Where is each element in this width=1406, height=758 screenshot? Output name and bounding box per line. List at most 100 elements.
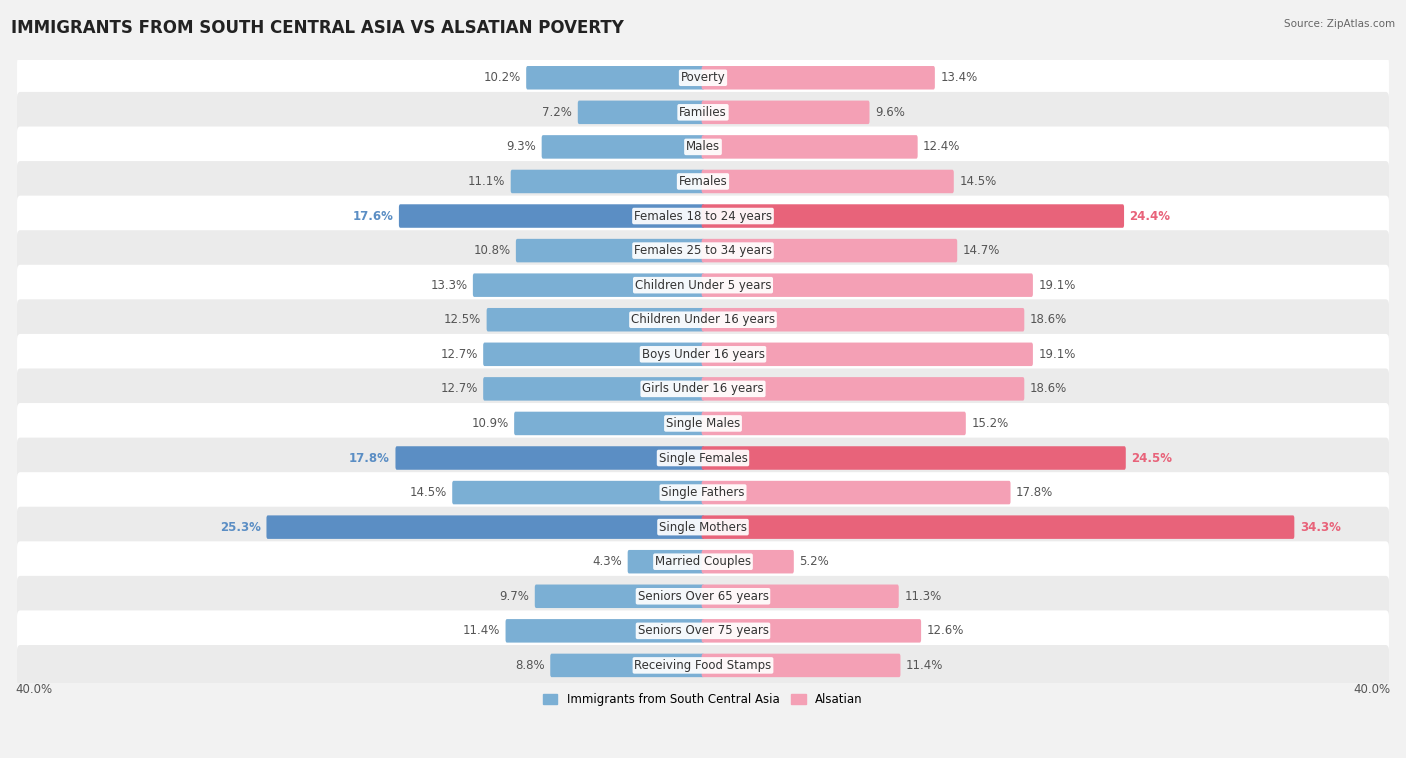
Text: 17.8%: 17.8% [349,452,389,465]
FancyBboxPatch shape [17,610,1389,651]
FancyBboxPatch shape [702,515,1295,539]
Text: 40.0%: 40.0% [15,684,52,697]
FancyBboxPatch shape [515,412,704,435]
FancyBboxPatch shape [17,403,1389,444]
Text: 17.6%: 17.6% [353,209,394,223]
FancyBboxPatch shape [506,619,704,643]
FancyBboxPatch shape [17,127,1389,168]
FancyBboxPatch shape [541,135,704,158]
FancyBboxPatch shape [17,230,1389,271]
FancyBboxPatch shape [534,584,704,608]
FancyBboxPatch shape [484,377,704,401]
FancyBboxPatch shape [453,481,704,504]
Text: 12.4%: 12.4% [924,140,960,153]
FancyBboxPatch shape [17,58,1389,98]
FancyBboxPatch shape [702,170,953,193]
Text: 24.4%: 24.4% [1129,209,1171,223]
Text: Families: Families [679,106,727,119]
FancyBboxPatch shape [395,446,704,470]
Legend: Immigrants from South Central Asia, Alsatian: Immigrants from South Central Asia, Alsa… [538,688,868,711]
FancyBboxPatch shape [17,472,1389,513]
FancyBboxPatch shape [702,550,794,574]
FancyBboxPatch shape [17,161,1389,202]
FancyBboxPatch shape [578,101,704,124]
Text: Females 25 to 34 years: Females 25 to 34 years [634,244,772,257]
Text: 12.5%: 12.5% [444,313,481,326]
Text: 14.7%: 14.7% [963,244,1000,257]
FancyBboxPatch shape [17,541,1389,582]
Text: 18.6%: 18.6% [1029,382,1067,396]
Text: Source: ZipAtlas.com: Source: ZipAtlas.com [1284,19,1395,29]
Text: 11.4%: 11.4% [905,659,943,672]
FancyBboxPatch shape [702,481,1011,504]
FancyBboxPatch shape [17,645,1389,686]
FancyBboxPatch shape [702,239,957,262]
Text: 25.3%: 25.3% [221,521,262,534]
FancyBboxPatch shape [17,265,1389,305]
Text: 24.5%: 24.5% [1132,452,1173,465]
FancyBboxPatch shape [550,653,704,677]
FancyBboxPatch shape [702,101,869,124]
Text: 10.2%: 10.2% [484,71,520,84]
Text: 19.1%: 19.1% [1039,279,1076,292]
Text: 5.2%: 5.2% [800,555,830,568]
Text: 9.7%: 9.7% [499,590,529,603]
Text: Single Females: Single Females [658,452,748,465]
Text: Poverty: Poverty [681,71,725,84]
Text: Females: Females [679,175,727,188]
FancyBboxPatch shape [510,170,704,193]
Text: 34.3%: 34.3% [1299,521,1341,534]
Text: 14.5%: 14.5% [409,486,447,499]
Text: 15.2%: 15.2% [972,417,1008,430]
FancyBboxPatch shape [17,299,1389,340]
FancyBboxPatch shape [17,576,1389,617]
FancyBboxPatch shape [516,239,704,262]
Text: 10.9%: 10.9% [471,417,509,430]
Text: Seniors Over 75 years: Seniors Over 75 years [637,625,769,637]
Text: 8.8%: 8.8% [515,659,544,672]
Text: 4.3%: 4.3% [592,555,623,568]
Text: 40.0%: 40.0% [1354,684,1391,697]
FancyBboxPatch shape [702,377,1025,401]
FancyBboxPatch shape [702,66,935,89]
Text: Children Under 5 years: Children Under 5 years [634,279,772,292]
Text: 12.6%: 12.6% [927,625,965,637]
FancyBboxPatch shape [702,412,966,435]
FancyBboxPatch shape [486,308,704,331]
Text: 11.4%: 11.4% [463,625,501,637]
FancyBboxPatch shape [17,334,1389,374]
FancyBboxPatch shape [267,515,704,539]
Text: 7.2%: 7.2% [543,106,572,119]
FancyBboxPatch shape [702,653,900,677]
FancyBboxPatch shape [702,343,1033,366]
Text: IMMIGRANTS FROM SOUTH CENTRAL ASIA VS ALSATIAN POVERTY: IMMIGRANTS FROM SOUTH CENTRAL ASIA VS AL… [11,19,624,37]
Text: 11.3%: 11.3% [904,590,942,603]
Text: Single Fathers: Single Fathers [661,486,745,499]
FancyBboxPatch shape [399,204,704,228]
Text: 19.1%: 19.1% [1039,348,1076,361]
FancyBboxPatch shape [702,446,1126,470]
Text: 11.1%: 11.1% [468,175,505,188]
FancyBboxPatch shape [17,437,1389,478]
FancyBboxPatch shape [702,619,921,643]
Text: Seniors Over 65 years: Seniors Over 65 years [637,590,769,603]
FancyBboxPatch shape [702,135,918,158]
Text: 12.7%: 12.7% [440,348,478,361]
Text: Single Mothers: Single Mothers [659,521,747,534]
Text: 9.3%: 9.3% [506,140,536,153]
Text: 14.5%: 14.5% [959,175,997,188]
Text: 10.8%: 10.8% [474,244,510,257]
FancyBboxPatch shape [702,274,1033,297]
Text: 13.3%: 13.3% [430,279,467,292]
FancyBboxPatch shape [702,308,1025,331]
Text: 9.6%: 9.6% [875,106,905,119]
Text: Married Couples: Married Couples [655,555,751,568]
FancyBboxPatch shape [472,274,704,297]
Text: Girls Under 16 years: Girls Under 16 years [643,382,763,396]
Text: Females 18 to 24 years: Females 18 to 24 years [634,209,772,223]
FancyBboxPatch shape [17,368,1389,409]
FancyBboxPatch shape [702,204,1123,228]
Text: 17.8%: 17.8% [1017,486,1053,499]
Text: 12.7%: 12.7% [440,382,478,396]
FancyBboxPatch shape [17,507,1389,547]
